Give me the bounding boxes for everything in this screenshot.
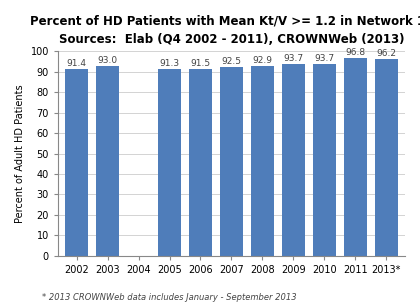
Bar	[282, 64, 305, 256]
Bar	[251, 66, 274, 256]
Text: 93.7: 93.7	[284, 54, 304, 63]
Bar	[220, 67, 243, 256]
Bar	[344, 58, 367, 256]
Title: Percent of HD Patients with Mean Kt/V >= 1.2 in Network 11
Sources:  Elab (Q4 20: Percent of HD Patients with Mean Kt/V >=…	[30, 15, 420, 46]
Text: 92.9: 92.9	[252, 56, 273, 65]
Bar	[189, 69, 212, 256]
Y-axis label: Percent of Adult HD Patients: Percent of Adult HD Patients	[15, 84, 25, 223]
Text: 96.8: 96.8	[345, 48, 365, 57]
Text: 93.0: 93.0	[97, 56, 118, 65]
Bar	[96, 66, 119, 256]
Text: 91.3: 91.3	[160, 59, 180, 68]
Text: 93.7: 93.7	[315, 54, 334, 63]
Bar	[375, 59, 398, 256]
Text: 91.5: 91.5	[190, 59, 210, 68]
Text: 91.4: 91.4	[66, 59, 87, 68]
Bar	[158, 69, 181, 256]
Text: 96.2: 96.2	[376, 49, 396, 58]
Text: * 2013 CROWNWeb data includes January - September 2013: * 2013 CROWNWeb data includes January - …	[42, 293, 297, 302]
Bar	[313, 64, 336, 256]
Text: 92.5: 92.5	[221, 57, 241, 66]
Bar	[65, 69, 88, 256]
